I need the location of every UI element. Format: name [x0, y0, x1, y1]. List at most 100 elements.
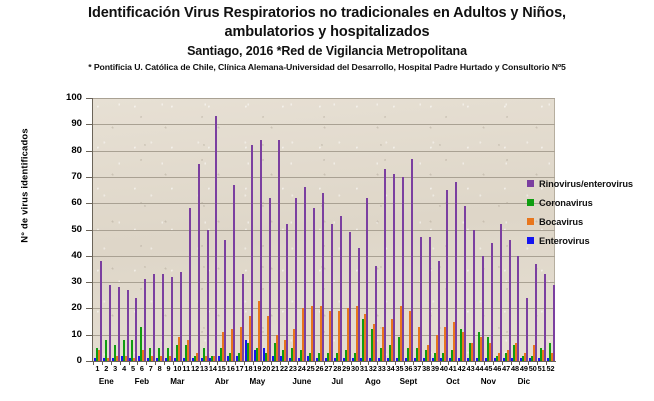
y-axis-tick-mark — [86, 124, 92, 126]
x-axis-week-label: 38 — [422, 364, 431, 373]
x-axis-week-label: 37 — [413, 364, 422, 373]
x-axis-tick-mark — [546, 361, 548, 365]
y-axis-tick-label: 80 — [71, 144, 82, 156]
y-axis-tick-label: 90 — [71, 118, 82, 130]
bar-enterovirus-week-45 — [484, 358, 487, 361]
bar-bocavirus-week-24 — [302, 308, 305, 361]
y-axis-tick-label: 100 — [65, 92, 82, 103]
bar-rinovirus-enterovirus-week-7 — [153, 274, 156, 361]
bar-rinovirus-enterovirus-week-13 — [206, 229, 209, 361]
bar-enterovirus-week-51 — [538, 358, 541, 361]
bar-rinovirus-enterovirus-week-16 — [233, 184, 236, 361]
bar-enterovirus-week-42 — [458, 358, 461, 361]
y-axis-tick-mark — [86, 282, 92, 284]
x-axis-tick-mark — [270, 361, 272, 365]
legend-item[interactable]: Enterovirus — [527, 231, 633, 250]
legend-item[interactable]: Rinovirus/enterovirus — [527, 174, 633, 193]
x-axis-week-label: 14 — [208, 364, 217, 373]
x-axis-tick-mark — [519, 361, 521, 365]
x-axis-month-label: Oct — [446, 377, 460, 386]
x-axis-tick-mark — [350, 361, 352, 365]
x-axis-week-label: 7 — [148, 364, 153, 373]
x-axis-week-label: 3 — [113, 364, 118, 373]
bar-coronavirus-week-48 — [513, 345, 516, 361]
x-axis-week-label: 34 — [386, 364, 395, 373]
y-axis-tick-mark — [86, 229, 92, 231]
bar-enterovirus-week-11 — [182, 358, 185, 361]
bar-bocavirus-week-10 — [177, 337, 180, 361]
chart-legend: Rinovirus/enterovirus Coronavirus Bocaviru… — [527, 174, 633, 250]
bar-rinovirus-enterovirus-week-25 — [313, 208, 316, 361]
legend-item[interactable]: Bocavirus — [527, 212, 633, 231]
bar-coronavirus-week-8 — [158, 347, 161, 361]
x-axis-tick-mark — [181, 361, 183, 365]
x-axis-week-label: 52 — [546, 364, 555, 373]
bar-coronavirus-week-4 — [122, 339, 125, 361]
bar-coronavirus-week-21 — [273, 342, 276, 361]
bar-coronavirus-week-24 — [300, 350, 303, 361]
y-axis-tick-label: 0 — [76, 355, 82, 366]
x-axis-week-label: 23 — [288, 364, 297, 373]
bar-coronavirus-week-49 — [522, 355, 525, 361]
x-axis-week-label: 9 — [166, 364, 171, 373]
bar-coronavirus-week-7 — [149, 347, 152, 361]
y-axis-tick-mark — [86, 176, 92, 178]
x-axis-month-label: Mar — [170, 377, 185, 386]
bar-bocavirus-week-23 — [293, 329, 296, 361]
bar-bocavirus-week-19 — [257, 300, 260, 361]
bar-bocavirus-week-4 — [124, 355, 127, 361]
bar-bocavirus-week-9 — [168, 355, 171, 361]
bar-bocavirus-week-52 — [551, 353, 553, 361]
x-axis-tick-mark — [466, 361, 468, 365]
bar-rinovirus-enterovirus-week-38 — [428, 237, 431, 361]
bar-coronavirus-week-3 — [113, 345, 116, 361]
bar-enterovirus-week-10 — [173, 358, 176, 361]
x-axis-week-label: 42 — [457, 364, 466, 373]
bar-bocavirus-week-16 — [231, 329, 234, 361]
y-axis-tick-label: 50 — [71, 223, 82, 235]
x-axis-week-label: 12 — [191, 364, 200, 373]
bar-rinovirus-enterovirus-week-12 — [197, 163, 200, 361]
bar-bocavirus-week-29 — [346, 308, 349, 361]
bar-rinovirus-enterovirus-week-32 — [375, 266, 378, 361]
x-axis-tick-mark — [261, 361, 263, 365]
bar-bocavirus-week-20 — [266, 316, 269, 361]
bar-bocavirus-week-11 — [186, 339, 189, 361]
x-axis-tick-mark — [324, 361, 325, 365]
legend-swatch-icon — [527, 180, 534, 187]
bar-enterovirus-week-47 — [502, 358, 505, 361]
bar-bocavirus-week-46 — [497, 353, 500, 361]
x-axis-week-label: 31 — [359, 364, 369, 373]
bar-enterovirus-week-2 — [102, 358, 105, 361]
bar-coronavirus-week-46 — [495, 355, 498, 361]
bar-rinovirus-enterovirus-week-2 — [108, 284, 111, 361]
x-axis-tick-mark — [128, 361, 130, 365]
x-axis-tick-mark — [226, 361, 228, 365]
bar-enterovirus-week-36 — [404, 358, 407, 361]
x-axis-tick-mark — [421, 361, 423, 365]
legend-item[interactable]: Coronavirus — [527, 193, 633, 212]
x-axis-week-label: 30 — [351, 364, 360, 373]
y-axis-tick-label: 10 — [71, 328, 82, 340]
x-axis-tick-mark — [119, 361, 121, 365]
bar-coronavirus-week-14 — [211, 355, 214, 361]
bar-rinovirus-enterovirus-week-45 — [490, 242, 493, 361]
bar-enterovirus-week-26 — [316, 358, 318, 361]
bar-coronavirus-week-6 — [140, 326, 143, 361]
bar-enterovirus-week-16 — [227, 355, 230, 361]
bar-rinovirus-enterovirus-week-14 — [215, 116, 218, 361]
x-axis-week-label: 41 — [448, 364, 457, 373]
x-axis-tick-mark — [217, 361, 219, 365]
bar-bocavirus-week-14 — [213, 355, 216, 361]
x-axis-week-label: 32 — [368, 364, 377, 373]
bar-enterovirus-week-19 — [253, 350, 256, 361]
x-axis-week-label: 8 — [157, 364, 162, 373]
bar-coronavirus-week-39 — [433, 353, 436, 361]
x-axis-week-label: 50 — [528, 364, 537, 373]
bar-enterovirus-week-32 — [369, 358, 372, 361]
bar-rinovirus-enterovirus-week-10 — [179, 271, 182, 361]
gridline — [93, 98, 555, 99]
y-axis-tick-mark — [86, 203, 92, 205]
x-axis-month-label: Feb — [134, 377, 150, 386]
